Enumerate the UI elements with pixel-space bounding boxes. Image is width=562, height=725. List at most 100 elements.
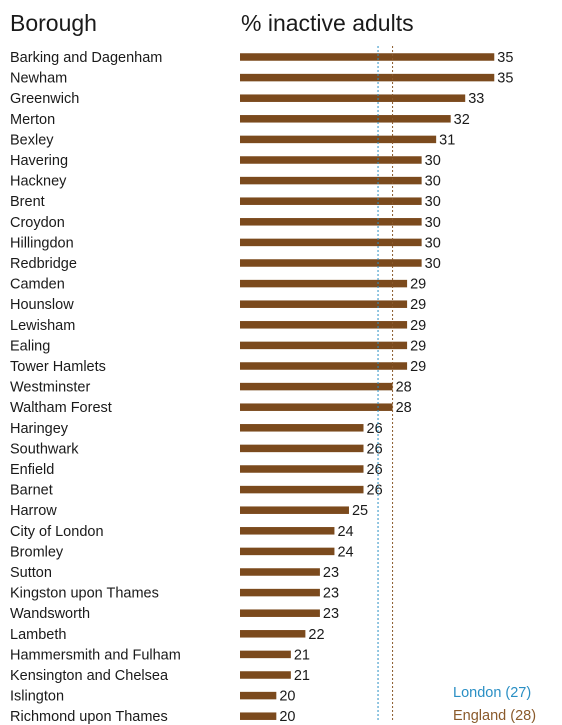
borough-label: Wandsworth: [10, 606, 90, 622]
value-label: 23: [323, 565, 339, 581]
value-label: 26: [367, 421, 383, 437]
bar: [240, 485, 364, 494]
bar: [240, 424, 364, 432]
bar: [240, 465, 364, 473]
bar: [240, 53, 495, 61]
bar: [240, 588, 320, 597]
value-label: 21: [294, 647, 310, 663]
bar: [240, 691, 277, 700]
borough-label: Barking and Dagenham: [10, 50, 162, 66]
borough-label: Kensington and Chelsea: [10, 668, 169, 684]
bar: [240, 547, 335, 556]
value-label: 35: [497, 50, 513, 66]
value-label: 26: [367, 462, 383, 478]
borough-label: Newham: [10, 71, 67, 87]
borough-label: Hounslow: [10, 297, 74, 313]
borough-label: Waltham Forest: [10, 400, 112, 416]
bar: [240, 712, 277, 720]
value-label: 30: [425, 215, 441, 231]
value-column-header: % inactive adults: [241, 10, 414, 36]
bar: [240, 238, 422, 247]
borough-label: Hillingdon: [10, 235, 74, 251]
reference-line-label: London (27): [453, 685, 531, 701]
value-label: 28: [396, 380, 412, 396]
borough-label: Brent: [10, 194, 45, 210]
borough-label: Merton: [10, 112, 55, 128]
bar: [240, 568, 320, 576]
borough-label: Lewisham: [10, 318, 75, 334]
bar: [240, 609, 320, 617]
value-label: 24: [337, 524, 353, 540]
borough-label: Bexley: [10, 132, 54, 148]
borough-label: Croydon: [10, 215, 65, 231]
bar: [240, 94, 466, 102]
bar: [240, 630, 306, 638]
borough-column-header: Borough: [10, 10, 97, 36]
borough-label: Westminster: [10, 380, 90, 396]
bar: [240, 115, 451, 123]
value-label: 20: [279, 689, 295, 705]
value-label: 33: [468, 91, 484, 107]
bar: [240, 197, 422, 205]
value-label: 30: [425, 174, 441, 190]
bar: [240, 321, 408, 329]
value-label: 32: [454, 112, 470, 128]
bar: [240, 73, 495, 82]
bar: [240, 527, 335, 535]
bar: [240, 671, 291, 679]
borough-label: Ealing: [10, 338, 50, 354]
borough-label: Lambeth: [10, 627, 66, 643]
value-label: 30: [425, 194, 441, 210]
value-label: 29: [410, 338, 426, 354]
value-label: 35: [497, 71, 513, 87]
value-label: 28: [396, 400, 412, 416]
value-label: 23: [323, 606, 339, 622]
value-label: 26: [367, 483, 383, 499]
bar: [240, 382, 393, 391]
bar: [240, 650, 291, 659]
value-label: 20: [279, 709, 295, 725]
reference-lines-group: London (27) England (28): [377, 46, 536, 724]
value-label: 29: [410, 318, 426, 334]
borough-label: Camden: [10, 277, 65, 293]
borough-label: Kingston upon Thames: [10, 586, 159, 602]
value-label: 25: [352, 503, 368, 519]
borough-label: City of London: [10, 524, 104, 540]
borough-label: Barnet: [10, 483, 53, 499]
borough-label: Redbridge: [10, 256, 77, 272]
bar: [240, 444, 364, 453]
value-label: 23: [323, 586, 339, 602]
bar: [240, 259, 422, 267]
bar: [240, 218, 422, 226]
reference-line-label: England (28): [453, 708, 536, 724]
value-label: 30: [425, 256, 441, 272]
bar: [240, 156, 422, 164]
bar: [240, 506, 349, 514]
borough-label: Sutton: [10, 565, 52, 581]
value-label: 26: [367, 441, 383, 457]
bar: [240, 341, 408, 350]
borough-label: Bromley: [10, 544, 64, 560]
borough-label: Richmond upon Thames: [10, 709, 168, 725]
value-label: 22: [308, 627, 324, 643]
borough-label: Havering: [10, 153, 68, 169]
borough-label: Enfield: [10, 462, 54, 478]
borough-label: Tower Hamlets: [10, 359, 106, 375]
value-label: 30: [425, 153, 441, 169]
bar: [240, 403, 393, 411]
bar: [240, 135, 437, 144]
bar: [240, 300, 408, 308]
bar: [240, 176, 422, 185]
value-label: 31: [439, 132, 455, 148]
value-label: 29: [410, 277, 426, 293]
borough-label: Islington: [10, 689, 64, 705]
borough-label: Greenwich: [10, 91, 79, 107]
value-label: 29: [410, 297, 426, 313]
value-label: 21: [294, 668, 310, 684]
bar: [240, 362, 408, 370]
bar: [240, 279, 408, 288]
value-label: 29: [410, 359, 426, 375]
borough-label: Hammersmith and Fulham: [10, 647, 181, 663]
bars-group: Barking and Dagenham 35 Newham 35 Greenwich 3…: [10, 50, 513, 725]
